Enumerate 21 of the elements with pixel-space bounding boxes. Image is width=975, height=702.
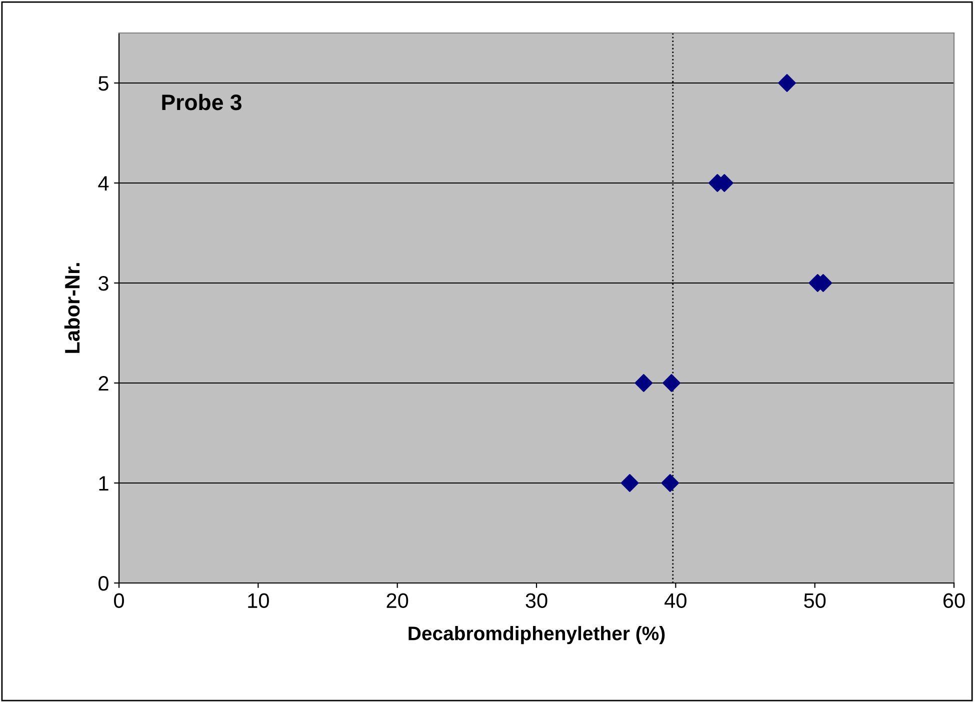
x-tick-label: 10	[248, 593, 269, 608]
annotation: Probe 3	[162, 94, 242, 110]
y-tick-label: 0	[98, 576, 108, 591]
point	[620, 474, 639, 492]
x-tick-label: 30	[526, 593, 548, 608]
point	[634, 374, 653, 392]
y-tick-label: 1	[99, 476, 108, 491]
point	[662, 374, 680, 392]
x-tick-label: 50	[804, 593, 826, 608]
y-axis-title: Labor-Nr.	[64, 263, 80, 353]
y-tick-label: 2	[98, 376, 108, 391]
x-axis-title: Decabromdiphenylether (%)	[408, 626, 665, 644]
y-tick-label: 4	[98, 176, 109, 191]
x-tick-label: 40	[664, 593, 686, 608]
x-tick-label: 0	[114, 593, 124, 608]
x-tick-label: 20	[386, 593, 408, 608]
y-tick-label: 5	[98, 76, 108, 91]
point	[778, 74, 796, 92]
y-tick-label: 3	[98, 276, 108, 291]
x-tick-label: 60	[943, 593, 965, 608]
point	[661, 474, 680, 492]
